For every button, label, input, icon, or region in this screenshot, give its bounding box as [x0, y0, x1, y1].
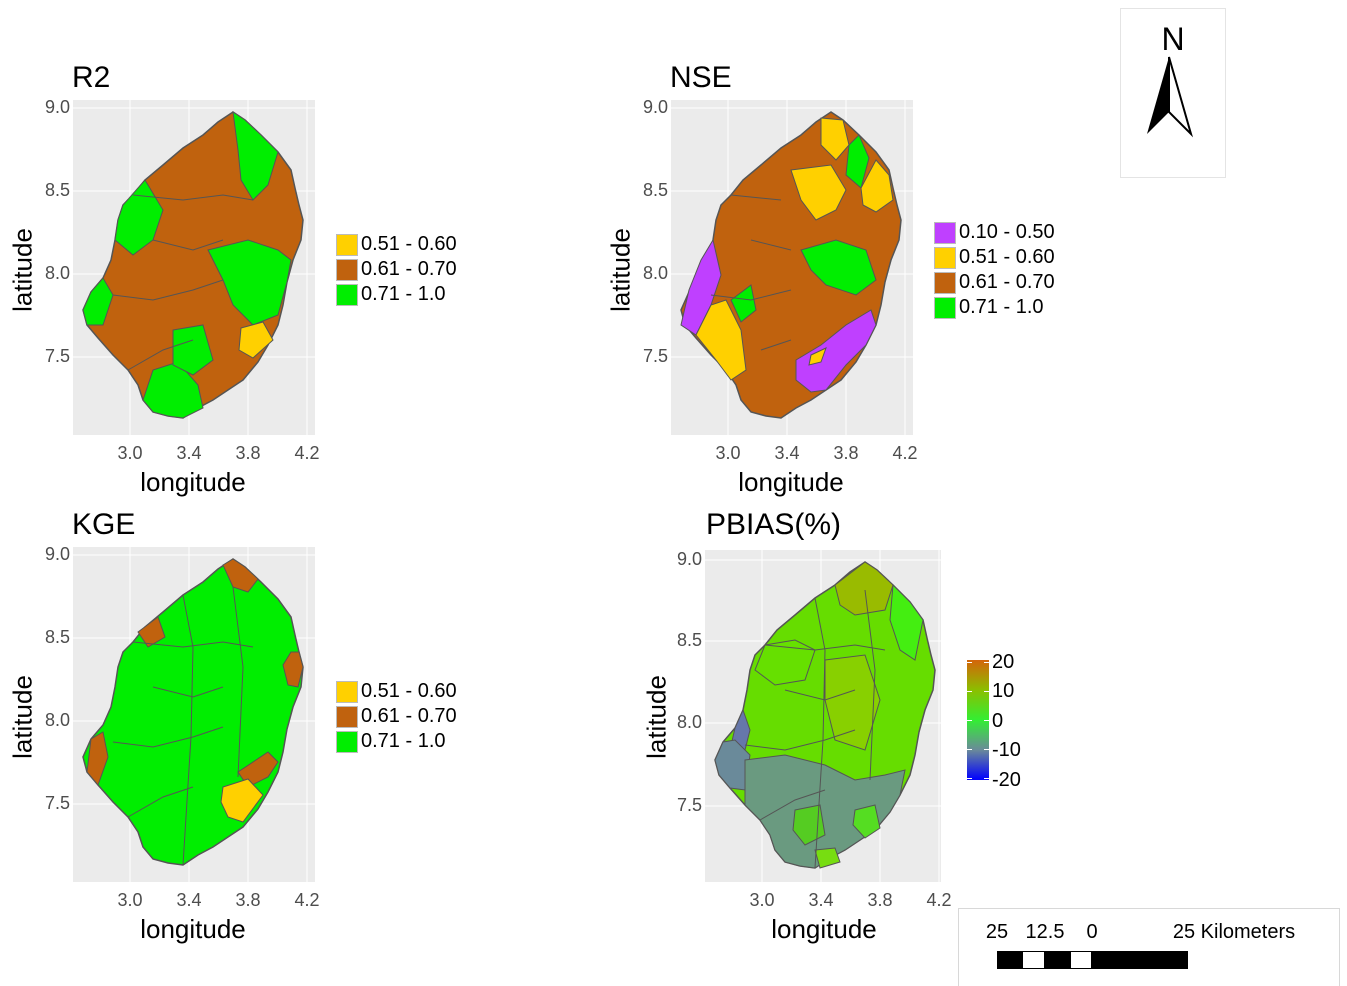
- scale-segment: [1045, 951, 1070, 969]
- legend-swatch: [934, 247, 956, 269]
- x-tick-label: 3.8: [867, 890, 893, 910]
- panel-title: KGE: [72, 508, 136, 541]
- y-tick-label: 9.0: [44, 97, 70, 117]
- x-tick-label: 3.0: [715, 443, 741, 463]
- map-plot-area: [671, 100, 913, 435]
- scale-bar: 25 12.5 0 25 Kilometers: [958, 908, 1340, 986]
- scale-label: 25 Kilometers: [1172, 921, 1296, 943]
- y-tick-label: 9.0: [642, 97, 668, 117]
- x-tick-label: 4.2: [294, 443, 320, 463]
- scale-label: 12.5: [1025, 921, 1065, 943]
- x-tick-label: 3.4: [808, 890, 834, 910]
- legend-swatch: [336, 681, 358, 703]
- panel-nse: NSE latitude 9.0 8.5 8.0 7.5 3.0 3.4 3.8: [605, 61, 1055, 497]
- colorbar-label: -10: [992, 739, 1021, 761]
- x-axis-label: longitude: [771, 914, 877, 944]
- y-tick-label: 8.0: [676, 712, 702, 732]
- x-tick-label: 3.8: [833, 443, 859, 463]
- x-tick-label: 3.0: [117, 890, 143, 910]
- y-tick-label: 7.5: [676, 795, 702, 815]
- panel-pbias: PBIAS(%) latitude 9.0 8.5 8.0 7.5 3.0 3.…: [632, 502, 1232, 962]
- colorbar-label: 20: [992, 651, 1015, 673]
- scale-label: 25: [985, 921, 1009, 943]
- x-tick-label: 3.8: [235, 443, 261, 463]
- x-tick-label: 4.2: [892, 443, 918, 463]
- y-tick-label: 8.0: [44, 263, 70, 283]
- scale-segment: [1070, 951, 1092, 969]
- y-tick-label: 8.5: [676, 630, 702, 650]
- y-tick-label: 8.5: [44, 627, 70, 647]
- y-tick-label: 9.0: [676, 549, 702, 569]
- panel-kge: KGE latitude 9.0 8.5 8.0 7.5 3.0 3.4 3.8…: [7, 508, 457, 944]
- scale-segment: [1092, 951, 1188, 969]
- x-tick-label: 3.0: [749, 890, 775, 910]
- x-tick-label: 4.2: [294, 890, 320, 910]
- x-tick-label: 3.0: [117, 443, 143, 463]
- country-outline: [82, 558, 304, 866]
- y-tick-label: 8.0: [44, 710, 70, 730]
- legend-swatch: [336, 706, 358, 728]
- y-tick-label: 9.0: [44, 544, 70, 564]
- y-tick-label: 7.5: [642, 346, 668, 366]
- scale-segment: [997, 951, 1022, 969]
- x-axis-label: longitude: [140, 467, 246, 497]
- north-arrow-icon: [1147, 56, 1194, 138]
- map-plot-area: [73, 547, 315, 882]
- y-tick-label: 7.5: [44, 346, 70, 366]
- x-tick-label: 3.4: [176, 443, 202, 463]
- colorbar: [967, 660, 989, 780]
- legend-swatch: [336, 284, 358, 306]
- panel-r2: R2 latitude 9.0 8.5 8.0 7.5 3.0 3.4 3.8 …: [7, 61, 457, 497]
- legend-swatch: [336, 731, 358, 753]
- legend-swatch: [336, 234, 358, 256]
- x-tick-label: 3.8: [235, 890, 261, 910]
- legend-swatch: [934, 272, 956, 294]
- y-tick-label: 8.5: [44, 180, 70, 200]
- x-axis-label: longitude: [738, 467, 844, 497]
- map-plot-area: [73, 100, 315, 435]
- colorbar-label: 0: [992, 710, 1004, 732]
- panel-title: NSE: [670, 61, 732, 94]
- panel-title: PBIAS(%): [706, 508, 842, 541]
- north-arrow: N: [1120, 8, 1226, 178]
- x-tick-label: 3.4: [176, 890, 202, 910]
- y-tick-label: 8.0: [642, 263, 668, 283]
- colorbar-label: 10: [992, 680, 1015, 702]
- x-axis-label: longitude: [140, 914, 246, 944]
- colorbar-label: -20: [992, 769, 1021, 791]
- north-label: N: [1161, 21, 1185, 57]
- y-tick-label: 8.5: [642, 180, 668, 200]
- legend-swatch: [336, 259, 358, 281]
- legend-swatch: [934, 222, 956, 244]
- panel-title: R2: [72, 61, 111, 94]
- map-plot-area: [705, 550, 941, 882]
- x-tick-label: 3.4: [774, 443, 800, 463]
- scale-segment: [1022, 951, 1045, 969]
- scale-label: 0: [1086, 921, 1098, 943]
- legend-swatch: [934, 297, 956, 319]
- y-tick-label: 7.5: [44, 793, 70, 813]
- x-tick-label: 4.2: [926, 890, 952, 910]
